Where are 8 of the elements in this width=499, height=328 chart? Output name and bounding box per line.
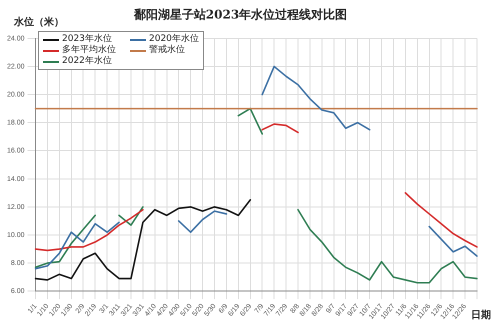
legend-label: 2022年水位 xyxy=(61,56,113,67)
y-axis-title: 水位（米） xyxy=(14,16,64,29)
legend-label: 2023年水位 xyxy=(61,34,113,44)
x-axis-title: 日期 xyxy=(471,308,491,322)
legend-label: 2020年水位 xyxy=(148,34,199,44)
legend-label: 多年平均水位 xyxy=(61,45,116,56)
legend-label: 警戒水位 xyxy=(148,45,186,56)
chart-title: 鄱阳湖星子站2023年水位过程线对比图 xyxy=(132,7,348,22)
